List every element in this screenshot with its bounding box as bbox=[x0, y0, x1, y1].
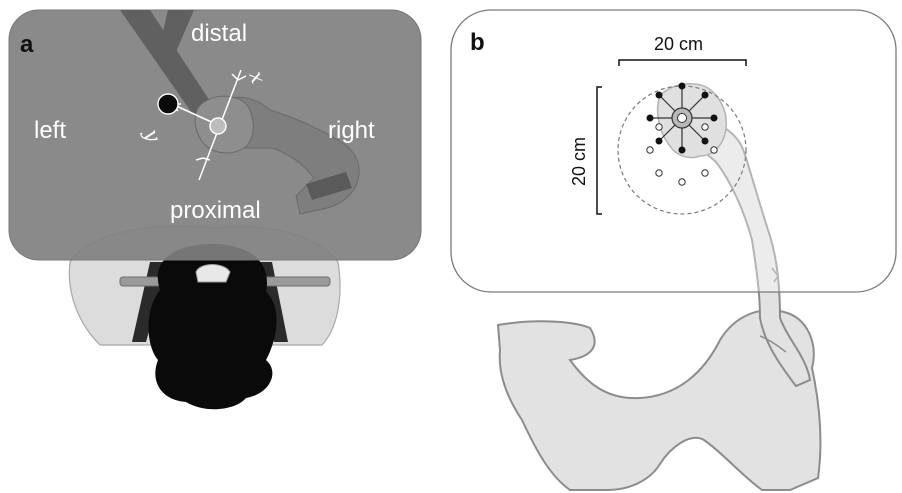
frame-bar-right bbox=[162, 10, 194, 52]
label-distal: distal bbox=[191, 20, 247, 47]
open-target-5 bbox=[655, 123, 663, 131]
target-east bbox=[710, 114, 718, 122]
open-targets bbox=[646, 123, 718, 186]
subject-body-outline bbox=[496, 309, 822, 491]
target-southeast bbox=[701, 137, 709, 145]
target-southwest bbox=[655, 137, 663, 145]
panel-a-letter: a bbox=[20, 31, 34, 58]
open-target-6 bbox=[646, 146, 654, 154]
workspace-panel-b bbox=[450, 9, 897, 293]
subject-arm-outline bbox=[700, 120, 812, 388]
scale-label-vertical: 20 cm bbox=[569, 137, 589, 186]
scale-bar-vertical bbox=[596, 86, 602, 215]
arm-band bbox=[306, 172, 352, 200]
hand-cursor bbox=[209, 117, 227, 135]
subject-face bbox=[195, 264, 231, 283]
open-target-2 bbox=[701, 169, 709, 177]
label-left: left bbox=[34, 117, 66, 144]
axis-y-arrow bbox=[195, 157, 211, 161]
elbow-crease bbox=[771, 267, 779, 283]
axis-x-arrow bbox=[231, 73, 247, 81]
open-target-4 bbox=[701, 123, 709, 131]
open-target-1 bbox=[678, 178, 686, 186]
open-target-7 bbox=[655, 169, 663, 177]
open-target-3 bbox=[710, 146, 718, 154]
reach-vector bbox=[171, 103, 219, 126]
subject-head bbox=[148, 244, 277, 410]
frame-bar-left bbox=[120, 10, 212, 116]
scale-bar-horizontal bbox=[618, 59, 747, 66]
target-dot bbox=[157, 93, 179, 115]
label-proximal: proximal bbox=[170, 197, 261, 224]
target-west bbox=[646, 114, 654, 122]
label-right: right bbox=[328, 117, 375, 144]
target-northeast bbox=[701, 91, 709, 99]
panel-a: a distal proximal left right x y bbox=[8, 9, 422, 410]
wrist-crease bbox=[759, 335, 787, 353]
target-north bbox=[678, 82, 686, 90]
scale-label-horizontal: 20 cm bbox=[654, 34, 703, 54]
target-layout bbox=[646, 82, 718, 154]
target-northwest bbox=[655, 91, 663, 99]
panel-b-letter: b bbox=[470, 29, 485, 56]
center-target-inner bbox=[677, 113, 687, 123]
target-south bbox=[678, 146, 686, 154]
panel-b: 20 cm 20 cm bbox=[450, 9, 897, 491]
